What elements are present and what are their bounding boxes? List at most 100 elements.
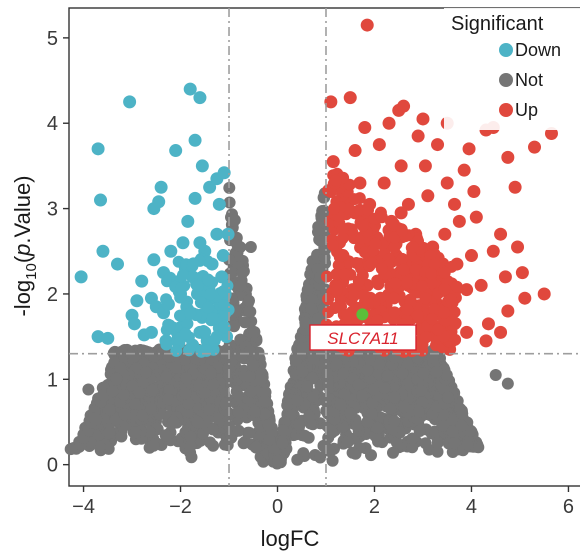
not-significant-point <box>291 453 304 466</box>
not-significant-point <box>299 316 312 329</box>
up-regulated-point <box>353 176 367 190</box>
not-significant-point <box>232 406 245 419</box>
y-tick-label: 1 <box>47 369 58 391</box>
y-tick-label: 5 <box>47 28 58 50</box>
up-regulated-point <box>369 237 382 250</box>
up-regulated-point <box>440 176 454 190</box>
up-regulated-points <box>320 18 558 358</box>
up-regulated-point <box>397 99 411 113</box>
not-significant-point <box>248 405 261 418</box>
down-regulated-point <box>152 195 166 209</box>
not-significant-point <box>307 352 320 365</box>
not-significant-point <box>326 454 339 467</box>
not-significant-point <box>118 408 131 421</box>
down-regulated-point <box>179 327 192 340</box>
up-regulated-point <box>411 129 425 143</box>
not-significant-point <box>219 397 232 410</box>
not-significant-point <box>139 366 152 379</box>
not-significant-point <box>207 378 220 391</box>
down-regulated-point <box>177 269 189 281</box>
down-regulated-point <box>184 307 197 320</box>
not-significant-point <box>322 379 334 392</box>
not-significant-point <box>160 371 173 383</box>
up-regulated-point <box>486 244 500 258</box>
up-regulated-point <box>428 303 441 316</box>
up-regulated-point <box>445 293 458 306</box>
up-regulated-point <box>328 202 340 215</box>
up-regulated-point <box>418 159 432 173</box>
up-regulated-point <box>498 270 512 284</box>
y-axis-title-part: ( <box>10 255 35 263</box>
not-significant-point <box>234 279 247 292</box>
up-regulated-point <box>360 18 374 32</box>
not-significant-point <box>180 372 193 385</box>
not-significant-point <box>334 398 347 411</box>
down-regulated-point <box>203 180 217 194</box>
up-regulated-point <box>382 116 396 130</box>
down-regulated-point <box>183 82 197 96</box>
up-regulated-point <box>481 317 495 331</box>
up-regulated-point <box>394 159 408 173</box>
up-regulated-point <box>448 197 461 211</box>
up-regulated-point <box>330 268 343 281</box>
not-significant-point <box>431 445 444 458</box>
down-regulated-point <box>202 273 215 286</box>
up-regulated-point <box>409 263 422 276</box>
not-significant-point <box>446 413 459 426</box>
not-significant-point <box>146 384 159 397</box>
up-regulated-point <box>372 138 386 152</box>
not-significant-point <box>238 316 251 329</box>
up-regulated-point <box>322 293 335 306</box>
not-significant-point <box>384 402 397 415</box>
down-regulated-point <box>206 312 219 325</box>
not-significant-point <box>103 403 116 416</box>
not-significant-point <box>415 384 428 397</box>
not-significant-point <box>398 400 410 413</box>
not-significant-point <box>293 418 305 431</box>
up-regulated-point <box>389 277 402 290</box>
not-significant-point <box>455 419 468 432</box>
down-regulated-point <box>208 334 221 347</box>
up-regulated-point <box>350 257 363 269</box>
up-regulated-point <box>494 325 508 339</box>
not-significant-point <box>244 345 256 357</box>
down-regulated-point <box>164 244 178 258</box>
not-significant-point <box>314 451 327 464</box>
y-tick-label: 3 <box>47 199 58 221</box>
not-significant-point <box>321 367 334 380</box>
up-regulated-point <box>394 206 408 220</box>
not-significant-point <box>136 376 149 389</box>
not-significant-point <box>272 454 285 467</box>
up-regulated-point <box>333 251 346 264</box>
down-regulated-point <box>123 95 137 109</box>
down-regulated-point <box>154 180 168 194</box>
up-regulated-point <box>375 262 388 275</box>
up-regulated-point <box>464 249 478 263</box>
up-regulated-point <box>388 241 401 254</box>
highlight-annotation: SLC7A11 <box>309 308 417 351</box>
up-regulated-point <box>388 306 401 319</box>
down-regulated-point <box>174 291 187 304</box>
not-significant-point <box>388 415 401 428</box>
not-significant-point <box>244 241 257 253</box>
not-significant-point <box>258 395 271 408</box>
up-regulated-point <box>431 323 444 336</box>
down-regulated-point <box>200 344 213 357</box>
up-regulated-point <box>397 263 410 276</box>
not-significant-point <box>406 432 419 445</box>
up-regulated-point <box>348 289 360 302</box>
up-regulated-point <box>396 224 408 237</box>
not-significant-point <box>365 407 378 420</box>
up-regulated-point <box>544 126 558 140</box>
not-significant-point <box>317 439 330 452</box>
up-regulated-point <box>421 189 435 203</box>
down-regulated-point <box>212 197 226 211</box>
down-regulated-point <box>199 326 212 339</box>
not-significant-point <box>222 362 235 375</box>
not-significant-point <box>231 239 244 252</box>
down-regulated-point <box>193 91 207 105</box>
down-regulated-point <box>181 214 195 228</box>
not-significant-point <box>341 436 354 449</box>
up-regulated-point <box>501 150 515 164</box>
not-significant-point <box>305 302 318 315</box>
